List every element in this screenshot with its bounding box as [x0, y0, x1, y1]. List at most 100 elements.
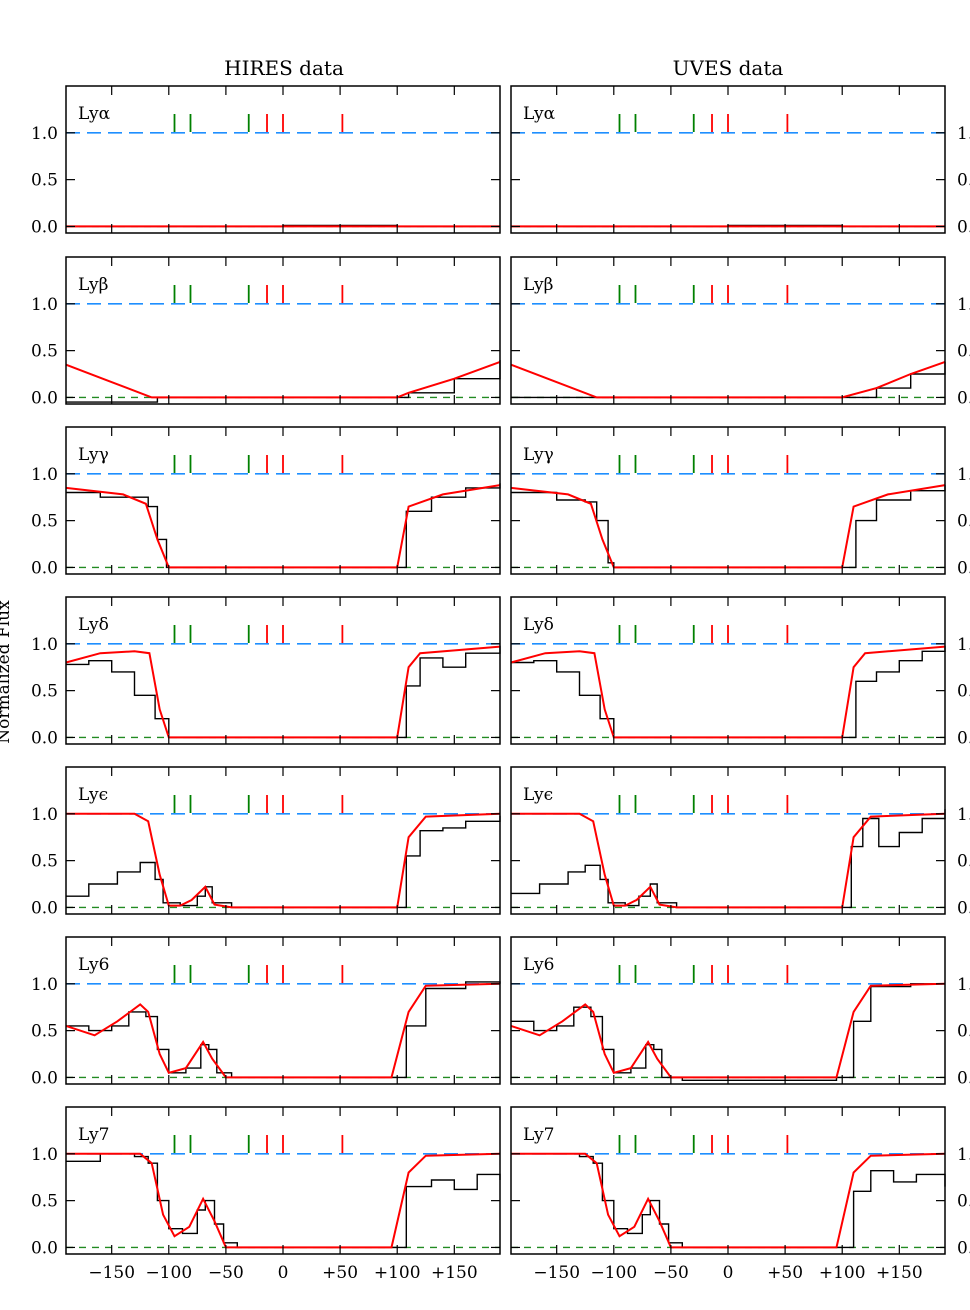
- panel-hires-5: Lyϵ 0.0 0.5 1.0: [31, 766, 501, 918]
- x-tick-label: 0: [278, 1263, 289, 1283]
- model-series-uves: [511, 1152, 946, 1249]
- panel-label: Ly6: [523, 955, 554, 975]
- panel-label: Ly6: [78, 955, 109, 975]
- right-column-title: UVES data: [673, 56, 784, 80]
- data-series-hires: [66, 645, 501, 739]
- model-series-uves: [510, 360, 946, 399]
- y-tick-label: 0.0: [31, 728, 58, 748]
- x-tick-label: −50: [653, 1263, 689, 1283]
- panel-hires-6: Ly6 0.0 0.5 1.0: [31, 936, 501, 1088]
- panel-hires-1: Lyα 0.0 0.5 1.0: [31, 85, 501, 237]
- panel-label: Lyδ: [78, 615, 109, 635]
- y-tick-label: 0.5: [31, 1022, 58, 1042]
- x-tick-label: +100: [819, 1263, 866, 1283]
- model-series-hires: [65, 360, 501, 399]
- panel-frame: [510, 596, 946, 745]
- model-series-hires: [66, 1152, 501, 1249]
- panel-frame: [510, 1106, 946, 1255]
- y-tick-label: 0.0: [31, 217, 58, 237]
- panel-hires-2: Lyβ 0.0 0.5 1.0: [31, 256, 501, 408]
- panel-hires-7: Ly7 0.0 0.5 1.0 −150 −100 −50 0 +50 +100 +150: [31, 1106, 501, 1283]
- panel-label: Lyδ: [523, 615, 554, 635]
- data-series-uves: [511, 1153, 946, 1249]
- panel-label: Lyγ: [523, 445, 554, 465]
- y-tick-label: 0.5: [31, 852, 58, 872]
- y-tick-label-right: 0.5: [957, 852, 970, 872]
- y-tick-label-right: 1.0: [957, 635, 970, 655]
- y-tick-label: 0.0: [31, 1238, 58, 1258]
- panel-frame: [65, 85, 501, 234]
- panel-label: Lyβ: [78, 275, 108, 295]
- model-series-uves: [510, 982, 946, 1079]
- y-tick-label: 0.0: [31, 1068, 58, 1088]
- x-tick-label: −100: [145, 1263, 192, 1283]
- x-tick-label: −150: [533, 1263, 580, 1283]
- x-tick-label: 0: [723, 1263, 734, 1283]
- model-series-hires: [65, 484, 501, 569]
- model-series-hires: [65, 982, 501, 1079]
- panel-label: Ly7: [523, 1125, 554, 1145]
- panel-label: Lyβ: [523, 275, 553, 295]
- panel-uves-6: Ly6 0.0 0.5 1.0: [510, 936, 970, 1088]
- y-tick-label-right: 0.5: [957, 171, 970, 191]
- panel-frame: [510, 85, 946, 234]
- x-tick-label: −50: [208, 1263, 244, 1283]
- y-tick-label-right: 0.0: [957, 898, 970, 918]
- panel-uves-5: Lyϵ 0.0 0.5 1.0: [510, 766, 970, 918]
- x-tick-label: −150: [88, 1263, 135, 1283]
- y-tick-label: 1.0: [31, 124, 58, 144]
- data-series-uves: [511, 361, 946, 399]
- panel-uves-2: Lyβ 0.0 0.5 1.0: [510, 256, 970, 408]
- data-series-hires: [66, 360, 501, 403]
- panel-frame: [65, 596, 501, 745]
- left-column-title: HIRES data: [224, 56, 344, 80]
- x-tick-label: +150: [431, 1263, 478, 1283]
- y-tick-label-right: 0.0: [957, 217, 970, 237]
- panel-frame: [65, 256, 501, 405]
- y-tick-label: 0.0: [31, 558, 58, 578]
- panel-hires-4: Lyδ 0.0 0.5 1.0: [31, 596, 501, 748]
- y-tick-label-right: 0.5: [957, 682, 970, 702]
- y-tick-label-right: 1.0: [957, 1145, 970, 1165]
- y-tick-label-right: 0.0: [957, 1238, 970, 1258]
- panel-uves-4: Lyδ 0.0 0.5 1.0: [510, 596, 970, 748]
- data-series-uves: [511, 983, 945, 1081]
- model-series-uves: [511, 812, 946, 909]
- data-series-uves: [511, 809, 946, 909]
- data-series-uves: [511, 645, 946, 739]
- y-tick-label-right: 0.5: [957, 1192, 970, 1212]
- y-tick-label: 0.5: [31, 512, 58, 532]
- y-tick-label-right: 0.5: [957, 342, 970, 362]
- y-tick-label: 1.0: [31, 295, 58, 315]
- panel-label: Lyγ: [78, 445, 109, 465]
- x-tick-label: −100: [590, 1263, 637, 1283]
- y-tick-label: 0.0: [31, 898, 58, 918]
- y-tick-label-right: 0.5: [957, 512, 970, 532]
- panel-frame: [65, 426, 501, 575]
- y-tick-label-right: 0.5: [957, 1022, 970, 1042]
- y-tick-label: 1.0: [31, 465, 58, 485]
- panel-uves-3: Lyγ 0.0 0.5 1.0: [510, 426, 970, 578]
- data-series-hires: [66, 1153, 501, 1249]
- y-tick-label-right: 1.0: [957, 805, 970, 825]
- model-series-uves: [510, 645, 946, 739]
- y-tick-label-right: 1.0: [957, 124, 970, 144]
- panel-label: Lyϵ: [78, 785, 108, 805]
- y-tick-label: 1.0: [31, 635, 58, 655]
- y-tick-label-right: 0.0: [957, 728, 970, 748]
- panel-label: Lyα: [523, 104, 556, 124]
- x-tick-label: +100: [374, 1263, 421, 1283]
- y-tick-label-right: 0.0: [957, 1068, 970, 1088]
- x-tick-label: +150: [876, 1263, 923, 1283]
- data-series-hires: [66, 815, 501, 909]
- panel-frame: [510, 256, 946, 405]
- y-tick-label-right: 0.0: [957, 558, 970, 578]
- y-axis-label: Normalized Flux: [0, 600, 14, 744]
- y-tick-label: 1.0: [31, 805, 58, 825]
- panel-uves-1: Lyα 0.0 0.5 1.0: [510, 85, 970, 237]
- panel-grid: Lyα 0.0 0.5 1.0 Lyα 0.0 0.5 1.0 Lyβ 0.0 0.5 1.0 Lyβ 0…: [31, 85, 970, 1283]
- x-tick-label: +50: [322, 1263, 358, 1283]
- y-tick-label-right: 1.0: [957, 975, 970, 995]
- panel-label: Lyϵ: [523, 785, 553, 805]
